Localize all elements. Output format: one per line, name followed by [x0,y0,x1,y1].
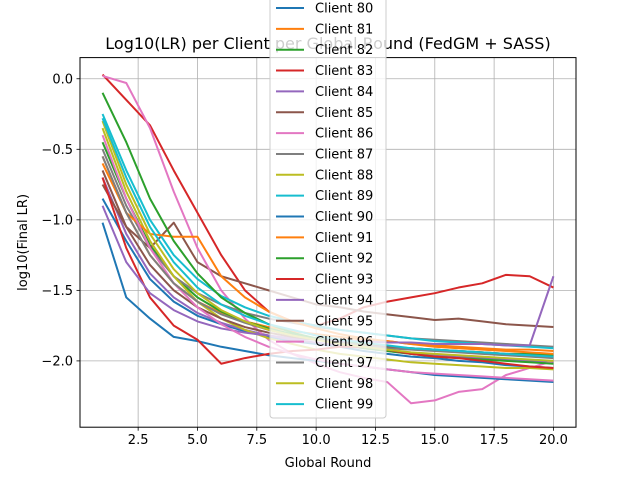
x-tick-label: 20.0 [539,433,568,448]
legend-entry-label: Client 94 [315,293,373,308]
legend-entry-label: Client 93 [315,273,373,288]
x-axis-label: Global Round [285,456,372,471]
legend-entry-label: Client 92 [315,252,373,267]
legend-entry-label: Client 97 [315,356,373,371]
legend-entry-label: Client 95 [315,314,373,329]
y-tick-label: −2.0 [41,354,73,369]
y-tick-label: 0.0 [52,72,73,87]
y-tick-label: −1.5 [41,284,73,299]
legend-entry-label: Client 83 [315,64,373,79]
legend-entry-label: Client 86 [315,127,373,142]
y-axis-label: log10(Final LR) [16,194,31,291]
legend-entry-label: Client 80 [315,2,373,17]
y-tick-label: −1.0 [41,213,73,228]
x-tick-label: 15.0 [420,433,449,448]
legend-entry-label: Client 90 [315,210,373,225]
y-tick-label: −0.5 [41,143,73,158]
x-tick-label: 10.0 [302,433,331,448]
legend-entry-label: Client 91 [315,231,373,246]
legend-entry-label: Client 96 [315,335,373,350]
x-tick-label: 5.0 [187,433,208,448]
legend-frame [269,0,387,419]
x-tick-label: 2.5 [128,433,149,448]
legend-entry-label: Client 82 [315,43,373,58]
legend: Client 80 Client 81 Client 82 Client 83 Clie… [269,0,387,419]
x-tick-label: 12.5 [361,433,390,448]
legend-entry-label: Client 88 [315,168,373,183]
x-tick-label: 7.5 [246,433,267,448]
legend-entry-label: Client 98 [315,377,373,392]
legend-entry-label: Client 87 [315,147,373,162]
legend-entry-label: Client 85 [315,106,373,121]
legend-entry-label: Client 84 [315,85,373,100]
x-axis-ticks: 2.5 5.0 7.5 10.0 12.5 15.0 17.5 20.0 [128,427,568,448]
x-tick-label: 17.5 [480,433,509,448]
legend-entry-label: Client 89 [315,189,373,204]
y-axis-ticks: 0.0 −0.5 −1.0 −1.5 −2.0 [41,72,80,369]
legend-entry-label: Client 99 [315,398,373,413]
legend-entry-label: Client 81 [315,22,373,37]
